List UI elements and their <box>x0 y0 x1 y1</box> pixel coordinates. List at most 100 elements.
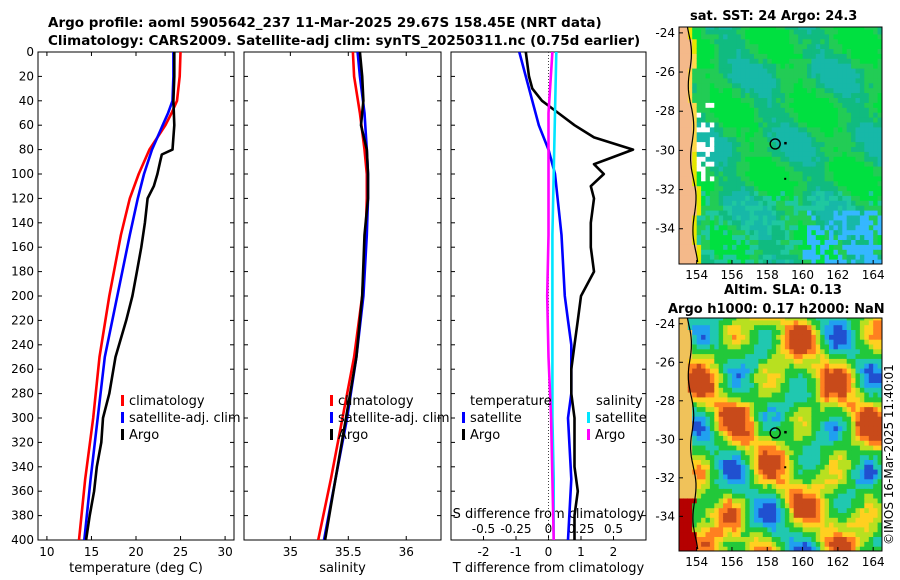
sst-map-cell <box>749 87 755 94</box>
sst-map-cell <box>692 136 698 143</box>
sla-map-cell <box>842 353 848 359</box>
sst-map-cell <box>780 180 786 187</box>
legend-argo-label: Argo <box>129 428 159 443</box>
sla-map-cell <box>762 318 768 321</box>
sla-map-cell <box>732 329 737 335</box>
sla-map-cell <box>718 483 724 489</box>
sla-map-cell <box>793 474 799 480</box>
sla-map-cell <box>776 368 781 374</box>
sla-map-cell <box>780 526 786 533</box>
sla-map-cell <box>718 493 724 499</box>
sst-map-cell <box>864 244 870 250</box>
sst-map-cell <box>798 161 804 167</box>
sst-map-cell <box>868 97 874 103</box>
sla-map-cell <box>696 502 702 509</box>
sst-map-cell <box>802 122 808 128</box>
sla-map-cell <box>859 454 865 460</box>
sst-map-cell <box>723 141 728 147</box>
sst-map-cell <box>679 219 684 226</box>
sla-map-cell <box>771 546 777 551</box>
sst-map-cell <box>749 68 755 74</box>
sla-map-cell <box>701 478 706 485</box>
sla-map-cell <box>705 522 711 528</box>
sst-map-cell <box>851 126 856 133</box>
sla-map-cell <box>762 334 768 340</box>
sla-map-cell <box>714 363 720 369</box>
sst-map-cell <box>749 234 755 240</box>
sst-map-cell <box>815 224 821 231</box>
sst-map-cell <box>754 136 759 143</box>
sla-map-cell <box>683 507 689 513</box>
sla-map-ytick-label: -28 <box>655 394 675 408</box>
sla-map-cell <box>727 493 733 499</box>
sla-map-cell <box>846 401 852 408</box>
sla-map-cell <box>780 483 786 489</box>
sla-map-cell <box>833 454 839 460</box>
sla-map-cell <box>687 344 693 350</box>
sst-map-cell <box>798 224 804 231</box>
sst-map-cell <box>846 58 852 64</box>
sla-map-cell <box>864 445 870 451</box>
sst-map-cell <box>798 219 804 226</box>
sla-map-cell <box>824 445 830 451</box>
sla-map-cell <box>846 353 852 359</box>
sst-map-cell <box>727 229 733 236</box>
sla-map-cell <box>837 469 843 475</box>
sst-map-cell <box>701 107 706 113</box>
sla-map-cell <box>859 406 865 412</box>
sla-map-cell <box>855 416 861 422</box>
sla-map-cell <box>745 459 751 465</box>
sla-map-cell <box>829 348 834 355</box>
sla-map-cell <box>732 318 737 321</box>
sla-map-cell <box>789 469 795 475</box>
sla-map-cell <box>740 397 746 403</box>
sst-map-cell <box>683 77 689 84</box>
sst-map-cell <box>749 224 755 231</box>
sst-map-cell <box>789 87 795 94</box>
sst-map-cell <box>837 102 843 108</box>
sla-map-cell <box>815 329 821 335</box>
sla-map-cell <box>740 449 746 456</box>
sst-map-cell <box>727 38 733 45</box>
sla-map-cell <box>829 387 834 393</box>
sla-map-cell <box>855 435 861 441</box>
sst-map-xtick-label: 162 <box>826 268 849 282</box>
sst-map-cell <box>829 68 834 74</box>
sla-map-cell <box>811 459 817 465</box>
sst-map-cell <box>837 200 843 206</box>
sst-map-cell <box>873 180 879 187</box>
sst-map-cell <box>815 180 821 187</box>
sla-map-cell <box>784 329 790 335</box>
diff-top-xlabel: S difference from climatology <box>453 507 645 522</box>
sst-map-cell <box>723 200 728 206</box>
sst-map-cell <box>732 136 737 143</box>
sst-map-cell <box>754 97 759 103</box>
sla-map-cell <box>709 368 715 374</box>
sst-map-cell <box>687 33 693 40</box>
sst-map-cell <box>811 68 817 74</box>
sst-map-cell <box>696 92 702 98</box>
sla-map-cell <box>807 488 812 494</box>
sst-map-cell <box>793 219 799 226</box>
sst-map-cell <box>709 97 715 103</box>
sla-map-cell <box>789 464 795 470</box>
sla-map-cell <box>802 459 808 465</box>
sla-map-cell <box>754 406 759 412</box>
sst-map-cell <box>749 146 755 152</box>
sla-map-cell <box>793 517 799 523</box>
sst-map-cell <box>745 126 751 133</box>
sla-map-cell <box>811 353 817 359</box>
sst-map-cell <box>758 259 764 264</box>
sst-map-cell <box>745 48 751 54</box>
sst-map-cell <box>811 146 817 152</box>
sst-map-cell <box>820 27 826 30</box>
sst-map-cell <box>727 234 733 240</box>
sla-map-cell <box>771 464 777 470</box>
sla-map-cell <box>802 454 808 460</box>
sst-map-cell <box>679 205 684 211</box>
sst-map-cell <box>837 38 843 45</box>
sla-map-cell <box>833 478 839 485</box>
sst-map-cell <box>837 224 843 231</box>
sst-map-cell <box>714 126 720 133</box>
